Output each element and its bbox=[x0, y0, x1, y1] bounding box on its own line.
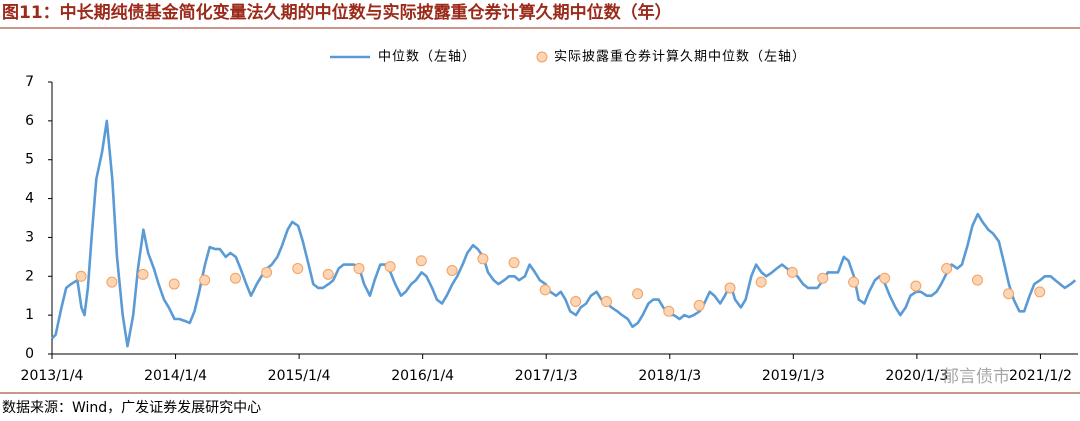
y-tick-label: 1 bbox=[25, 307, 34, 323]
data-point bbox=[168, 278, 180, 290]
x-tick-label: 2013/1/4 bbox=[21, 368, 84, 384]
legend-label: 中位数（左轴） bbox=[378, 50, 476, 65]
data-point bbox=[353, 263, 365, 275]
y-tick-label: 0 bbox=[25, 346, 34, 362]
x-tick-label: 2018/1/3 bbox=[638, 368, 701, 384]
data-point bbox=[384, 261, 396, 273]
y-tick-label: 2 bbox=[25, 268, 34, 284]
watermark: 郁言债市 bbox=[942, 367, 1010, 387]
data-point bbox=[106, 276, 118, 288]
y-tick-label: 7 bbox=[25, 74, 34, 90]
data-point bbox=[755, 276, 767, 288]
data-point bbox=[693, 299, 705, 311]
x-tick-label: 2020/1/3 bbox=[885, 368, 948, 384]
x-tick-label: 2017/1/3 bbox=[515, 368, 578, 384]
legend-label: 实际披露重仓券计算久期中位数（左轴） bbox=[554, 49, 806, 65]
y-tick-label: 5 bbox=[25, 152, 34, 168]
y-tick-label: 3 bbox=[25, 229, 34, 245]
data-point bbox=[817, 272, 829, 284]
data-point bbox=[292, 263, 304, 275]
chart-title: 图11：中长期纯债基金简化变量法久期的中位数与实际披露重仓券计算久期中位数（年） bbox=[2, 2, 672, 23]
data-point bbox=[137, 268, 149, 280]
data-point bbox=[1034, 286, 1046, 298]
data-point bbox=[879, 272, 891, 284]
x-tick-label: 2014/1/4 bbox=[144, 368, 207, 384]
data-point bbox=[632, 288, 644, 300]
data-point bbox=[75, 270, 87, 282]
data-point bbox=[415, 255, 427, 267]
data-point bbox=[910, 280, 922, 292]
source-note: 数据来源：Wind，广发证券发展研究中心 bbox=[2, 400, 261, 416]
data-line bbox=[51, 119, 1077, 348]
data-point bbox=[971, 274, 983, 286]
data-point bbox=[1003, 288, 1015, 300]
y-tick-label: 6 bbox=[25, 113, 34, 129]
data-point bbox=[446, 264, 458, 276]
data-point bbox=[229, 272, 241, 284]
data-point bbox=[570, 296, 582, 308]
data-point bbox=[600, 296, 612, 308]
data-point bbox=[786, 266, 798, 278]
x-tick-label: 2019/1/3 bbox=[762, 368, 825, 384]
data-point bbox=[261, 266, 273, 278]
data-point bbox=[322, 268, 334, 280]
data-point bbox=[663, 305, 675, 317]
legend-swatch bbox=[536, 51, 548, 63]
data-point bbox=[848, 276, 860, 288]
data-point bbox=[477, 253, 489, 265]
x-tick-label: 2021/1/2 bbox=[1009, 368, 1072, 384]
data-point bbox=[941, 263, 953, 275]
data-point bbox=[508, 257, 520, 269]
x-tick-label: 2016/1/4 bbox=[391, 368, 454, 384]
x-tick-label: 2015/1/4 bbox=[268, 368, 331, 384]
y-tick-label: 4 bbox=[25, 191, 34, 207]
data-point bbox=[539, 284, 551, 296]
data-point bbox=[724, 282, 736, 294]
data-point bbox=[199, 274, 211, 286]
